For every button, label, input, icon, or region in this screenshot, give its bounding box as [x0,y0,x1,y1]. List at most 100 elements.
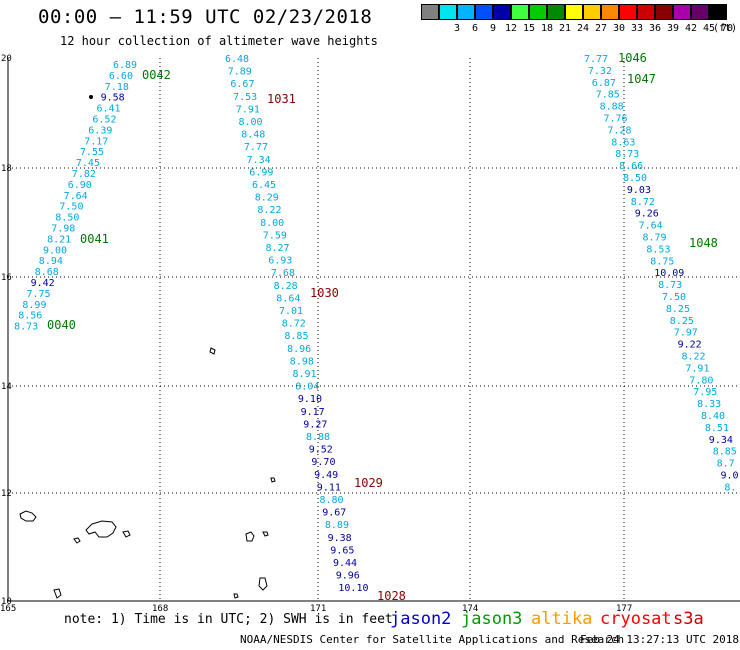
wave-height-value: 8.94 [39,256,63,267]
wave-height-value: 7.50 [59,202,83,213]
legend-tick-label: 36 [648,23,662,34]
wave-height-value: 8.91 [293,369,317,380]
island-outline [245,531,255,542]
wave-height-value: 7.89 [228,67,252,78]
wave-height-value: 8.89 [325,520,349,531]
wave-height-value: 8.00 [239,117,263,128]
wave-height-value: 7.45 [76,158,100,169]
legend-tick-label: 27 [594,23,608,34]
wave-height-value: 7.32 [588,66,612,77]
wave-height-value: 8.68 [35,267,59,278]
wave-height-value: 9.58 [101,93,125,104]
map-grid [7,58,740,602]
legend-tick-label: 24 [576,23,590,34]
island-outline [270,477,276,483]
wave-height-value: 6.93 [268,256,292,267]
wave-height-value: 8.75 [650,256,674,267]
legend-swatch [655,4,673,20]
lat-label: 10 [1,597,12,607]
wave-height-value: 8.50 [623,173,647,184]
wave-height-value: 8.28 [274,281,298,292]
pass-time-label: 1048 [689,236,718,250]
legend-jason3: jason3 [461,609,523,629]
lat-label: 14 [1,382,12,392]
pass-time-label: 1029 [354,476,383,490]
legend-tick-label: 45 [702,23,716,34]
wave-height-value: 8.00 [260,218,284,229]
island-outlines [19,95,276,599]
wave-height-value: 6.87 [592,78,616,89]
wave-height-value: 6.39 [88,125,112,136]
wave-height-value: 7.77 [584,54,608,65]
legend-tick-label: 39 [666,23,680,34]
wave-height-value: 9.11 [317,482,341,493]
legend-swatch [439,4,457,20]
wave-height-value: 9.22 [678,340,702,351]
wave-height-value: 6.89 [113,60,137,71]
wave-height-value: 9.38 [328,533,352,544]
wave-height-value: 8.04 [295,382,319,393]
legend-swatch [601,4,619,20]
wave-height-value: 9.03 [627,185,651,196]
wave-height-value: 8.88 [600,102,624,113]
wave-height-value: 8. [724,482,736,493]
wave-height-value: 8.53 [646,244,670,255]
legend-swatch [637,4,655,20]
wave-height-value: 8.64 [276,293,300,304]
wave-height-value: 8.88 [306,432,330,443]
wave-height-value: 8.72 [282,319,306,330]
wave-height-value: 8.80 [320,495,344,506]
legend-swatch [619,4,637,20]
wave-height-value: 8.50 [55,213,79,224]
legend-swatch [547,4,565,20]
wave-height-value: 8.25 [670,316,694,327]
wave-height-value: 7.98 [51,224,75,235]
wave-height-value: 6.45 [252,180,276,191]
wave-height-value: 8.40 [701,411,725,422]
wave-height-value: 7.50 [662,292,686,303]
wave-height-value: 8.51 [705,423,729,434]
wave-height-value: 7.91 [236,104,260,115]
credit-line: NOAA/NESDIS Center for Satellite Applica… [240,633,625,646]
wave-height-value: 7.64 [639,221,663,232]
legend-swatch [475,4,493,20]
island-outline [209,347,216,355]
wave-height-value: 7.85 [596,90,620,101]
legend-swatch [421,4,439,20]
wave-height-value: 9.52 [309,445,333,456]
wave-height-value: 8.33 [697,399,721,410]
legend-swatch [709,4,727,20]
wave-height-value: 7.80 [689,375,713,386]
wave-height-value: 8.98 [290,356,314,367]
generated-timestamp: Feb 24 13:27:13 UTC 2018 [580,633,739,646]
wave-height-value: 7.82 [72,169,96,180]
wave-height-value: 8.27 [266,243,290,254]
pass-time-label: 1028 [377,589,406,603]
altimeter-tracks: 6.896.607.189.586.416.526.397.177.557.45… [14,54,738,594]
pass-time-label: 0040 [47,318,76,332]
legend-unit: (ft) [713,23,738,34]
island-outline [258,577,268,591]
wave-height-value: 7.17 [84,136,108,147]
wave-height-value: 8.99 [22,300,46,311]
legend-swatch [583,4,601,20]
wave-height-value: 9.17 [301,407,325,418]
legend-swatch [673,4,691,20]
lon-label: 168 [152,604,168,614]
legend-tick-label: 18 [540,23,554,34]
legend-tick-label: 12 [504,23,518,34]
legend-s3a: s3a [673,609,704,629]
wave-height-value: 7.97 [674,328,698,339]
wave-height-value: 8.29 [255,193,279,204]
island-outline [85,520,117,538]
wave-height-value: 7.59 [263,230,287,241]
lat-label: 12 [1,489,12,499]
wave-height-value: 9.42 [31,278,55,289]
wave-height-value: 8.72 [631,197,655,208]
map-title: 00:00 – 11:59 UTC 02/23/2018 [38,6,373,28]
lon-label: 165 [0,604,16,614]
pass-time-labels: 0042 0041 0040 1031 1030 1029 1028 1046 1047 1048 [47,51,718,603]
island-outline [233,593,239,599]
wave-height-value: 7.75 [27,289,51,300]
